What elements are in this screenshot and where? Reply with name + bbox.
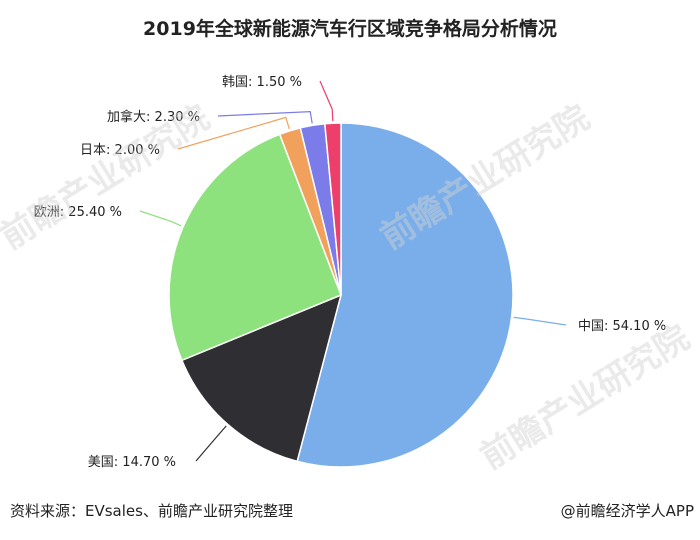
slice-label-4: 日本: 2.00 %: [80, 143, 160, 158]
slice-label-2: 美国: 14.70 %: [88, 455, 176, 470]
credit-note: @前瞻经济学人APP: [560, 502, 694, 520]
slice-label-6: 韩国: 1.50 %: [222, 75, 302, 90]
pie-slice-3: [168, 133, 342, 362]
leader-line-3: [139, 210, 182, 227]
chart-title: 2019年全球新能源汽车行区域竞争格局分析情况: [143, 18, 557, 40]
leader-line-1: [513, 316, 567, 326]
leader-line-6: [319, 80, 334, 122]
source-note: 资料来源：EVsales、前瞻产业研究院整理: [10, 502, 293, 520]
leader-line-4: [177, 116, 290, 150]
slice-labels: 中国: 54.10 % 美国: 14.70 % 欧洲: 25.40 % 日本: 2.0…: [34, 75, 666, 470]
slice-label-3: 欧洲: 25.40 %: [34, 205, 122, 220]
leader-lines: [139, 80, 567, 462]
pie-slice-1: [296, 122, 514, 468]
pie-slice-6: [323, 122, 342, 296]
pie-slices: [168, 122, 514, 468]
leader-line-5: [217, 110, 313, 124]
slice-label-5: 加拿大: 2.30 %: [107, 109, 200, 125]
slice-label-1: 中国: 54.10 %: [578, 319, 666, 334]
pie-slice-2: [180, 293, 343, 463]
leader-line-2: [195, 425, 227, 462]
